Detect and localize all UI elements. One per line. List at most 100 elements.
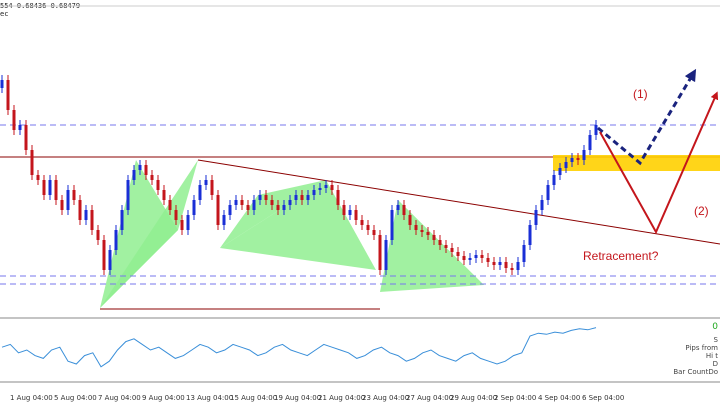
candle-body [54,180,58,200]
candle-body [546,185,550,200]
indicator-panel: 0 S Pips from Hi t D Bar CountDo [673,320,720,382]
x-tick-label: 13 Aug 04:00 [186,394,233,402]
candle-body [402,205,406,215]
candle-body [240,200,244,205]
candle-body [246,205,250,210]
indicator-label: S [713,336,718,344]
candle-body [528,225,532,245]
candle-body [156,180,160,190]
candle-body [204,180,208,185]
x-tick-label: 29 Aug 04:00 [450,394,497,402]
candle-body [216,195,220,225]
x-tick-label: 9 Aug 04:00 [142,394,185,402]
candle-body [348,210,352,215]
candle-body [354,210,358,220]
candle-body [78,200,82,220]
candle-body [96,230,100,240]
x-tick-label: 15 Aug 04:00 [230,394,277,402]
candle-body [6,80,10,110]
candle-body [288,200,292,205]
candle-body [144,165,148,175]
candle-body [114,230,118,250]
candle-body [222,215,226,225]
candle-body [510,268,514,270]
trendline [197,159,720,245]
candle-body [228,205,232,215]
candle-body [594,125,598,135]
harmonic-triangle [100,160,198,308]
candle-body [252,200,256,210]
candle-body [132,170,136,180]
candle-body [336,190,340,205]
candle-body [378,235,382,270]
candle-body [312,190,316,195]
candle-body [426,232,430,235]
candle-body [324,185,328,188]
candle-body [456,252,460,256]
candle-body [282,205,286,210]
header-line2: ec [0,10,9,18]
candle-body [414,225,418,230]
scenario-2-label: (2) [694,204,709,218]
candle-body [198,185,202,200]
candle-body [504,262,508,268]
x-tick-label: 5 Aug 04:00 [54,394,97,402]
candle-body [12,110,16,130]
candle-body [444,245,448,248]
candle-body [150,175,154,180]
candle-body [570,158,574,162]
candle-body [180,220,184,230]
candle-body [294,195,298,200]
candle-body [366,225,370,230]
indicator-label: D [712,360,718,368]
harmonic-triangle [380,200,484,292]
candle-body [36,175,40,180]
candle-body [306,195,310,200]
candle-body [516,262,520,270]
oscillator-panel [0,327,720,383]
candle-body [372,230,376,235]
candle-body [276,205,280,210]
price-levels [0,5,720,319]
scenario-1-arrow [597,68,697,166]
candle-body [486,258,490,262]
candle-body [210,180,214,195]
candle-body [576,158,580,160]
x-tick-label: 21 Aug 04:00 [318,394,365,402]
candle-body [90,210,94,230]
candle-body [120,210,124,230]
candle-body [474,255,478,258]
scenario-1-label: (1) [633,87,648,101]
indicator-label: Hi t [705,352,718,360]
x-tick-label: 27 Aug 04:00 [406,394,453,402]
indicator-label: Pips from [685,344,718,352]
candle-body [558,168,562,175]
x-axis: 1 Aug 04:00 5 Aug 04:00 7 Aug 04:00 9 Aug 0… [10,394,624,402]
candle-body [438,240,442,245]
candle-body [30,150,34,175]
candle-body [588,135,592,150]
scenario-2-arrow [599,91,719,235]
x-tick-label: 23 Aug 04:00 [362,394,409,402]
candle-body [60,200,64,210]
candle-body [138,165,142,170]
x-tick-label: 1 Aug 04:00 [10,394,53,402]
candle-body [492,262,496,265]
candle-body [108,250,112,270]
candle-body [126,180,130,210]
candle-body [480,255,484,258]
candle-body [384,240,388,270]
candle-body [186,215,190,230]
candle-body [102,240,106,270]
candle-body [84,210,88,220]
candle-body [24,125,28,150]
candle-body [0,80,4,88]
candle-body [360,220,364,225]
x-tick-label: 7 Aug 04:00 [98,394,141,402]
candle-body [72,190,76,200]
supply-zone [553,155,720,171]
candle-body [432,235,436,240]
x-tick-label: 4 Sep 04:00 [538,394,580,402]
candle-body [498,262,502,265]
